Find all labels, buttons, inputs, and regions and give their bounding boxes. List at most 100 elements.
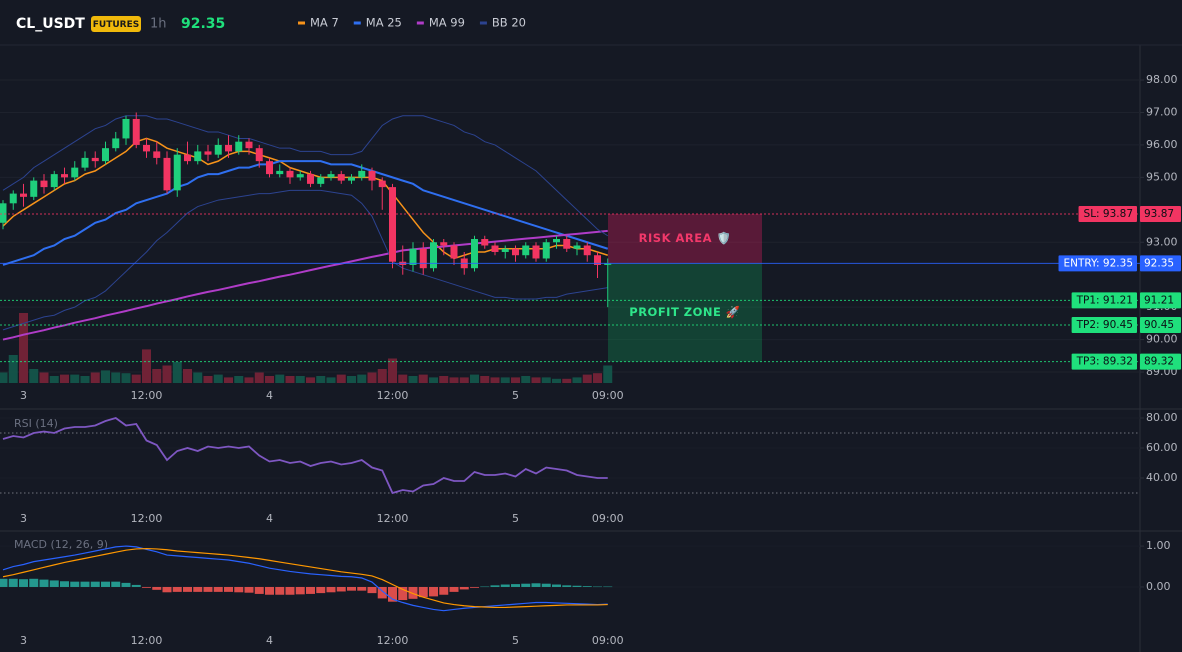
volume-bar: [224, 377, 233, 383]
histogram-bar: [418, 586, 428, 598]
volume-bar: [552, 378, 561, 383]
histogram-bar: [131, 584, 141, 587]
histogram-bar: [521, 583, 531, 587]
candle-body: [327, 174, 335, 178]
y-tick-label: 60.00: [1146, 441, 1178, 454]
volume-bar: [306, 377, 315, 383]
volume-bar: [265, 376, 274, 383]
price-label: 92.35: [1144, 257, 1174, 269]
histogram-bar: [70, 581, 80, 587]
histogram-bar: [142, 586, 151, 588]
candle-body: [173, 154, 181, 191]
bb-lower: [2, 189, 608, 331]
badge-bg: [91, 16, 141, 32]
histogram-bar: [470, 586, 479, 588]
histogram-bar: [19, 579, 28, 587]
level-label: TP1: 91.21: [1076, 294, 1133, 306]
histogram-bar: [172, 586, 182, 592]
volume-bar: [29, 369, 39, 383]
histogram-bar: [80, 581, 90, 587]
level-label-bg: [1071, 292, 1137, 309]
histogram-bar: [306, 586, 315, 594]
histogram-bar: [500, 584, 510, 587]
volume-bar: [275, 374, 285, 383]
candle-body: [573, 245, 581, 249]
volume-bar: [101, 370, 110, 383]
histogram-bar: [511, 584, 520, 587]
histogram-bar: [572, 585, 582, 587]
histogram-bar: [203, 586, 213, 592]
legend-label: BB 20: [492, 16, 526, 30]
candle-body: [563, 239, 571, 249]
histogram-bar: [388, 586, 397, 602]
candle-body: [440, 242, 448, 246]
ma-line: [2, 160, 609, 266]
histogram-bar: [244, 586, 254, 593]
price-label-bg: [1140, 353, 1181, 370]
y-tick-label: 90.00: [1146, 333, 1178, 346]
histogram-bar: [49, 580, 59, 587]
volume-bar: [347, 376, 356, 383]
volume-bar: [398, 374, 408, 383]
histogram-bar: [582, 586, 592, 587]
candle-body: [276, 170, 284, 175]
volume-bar: [336, 374, 346, 383]
candle-body: [430, 242, 437, 269]
x-tick-label: 3: [20, 634, 27, 647]
candle-body: [286, 170, 294, 178]
x-tick-label: 4: [266, 389, 273, 402]
x-tick-label: 5: [512, 634, 519, 647]
candle-body: [255, 148, 263, 162]
candle-body: [501, 248, 509, 252]
candle-body: [583, 245, 591, 256]
histogram-bar: [562, 585, 572, 587]
x-tick-label: 12:00: [377, 389, 409, 402]
x-tick-label: 4: [266, 634, 273, 647]
price-label: 89.32: [1144, 356, 1174, 368]
x-tick-label: 09:00: [592, 634, 624, 647]
histogram-bar: [285, 586, 295, 595]
y-tick-label: 93.00: [1146, 235, 1178, 248]
y-tick-label: 1.00: [1146, 539, 1171, 552]
volume-bar: [80, 376, 90, 383]
candle-body: [225, 144, 232, 152]
level-label: TP2: 90.45: [1076, 319, 1133, 331]
x-tick-label: 12:00: [377, 512, 409, 525]
histogram-bar: [162, 586, 172, 593]
badge: FUTURES: [93, 20, 139, 30]
volume-bar: [418, 374, 428, 383]
legend-label: MA 7: [310, 16, 339, 30]
price-label: 93.87: [1144, 208, 1174, 220]
candle-body: [419, 248, 427, 269]
candle-body: [40, 180, 48, 188]
trade-zone: [608, 214, 762, 264]
level-label: TP3: 89.32: [1076, 356, 1133, 368]
level-label-bg: [1078, 206, 1137, 223]
volume-bar: [593, 373, 602, 383]
histogram-bar: [603, 586, 613, 588]
ma-line: [2, 137, 608, 260]
histogram-bar: [254, 586, 264, 594]
candle-body: [163, 157, 171, 191]
histogram-bar: [152, 586, 162, 590]
candle-body: [512, 248, 519, 256]
volume-bar: [60, 374, 69, 383]
volume-bar: [295, 376, 305, 383]
volume-bar: [0, 372, 8, 383]
zone-label: RISK AREA 🛡️: [639, 231, 732, 245]
histogram-bar: [449, 586, 459, 592]
volume-bar: [377, 369, 387, 383]
candle-body: [194, 151, 202, 162]
candle-body: [522, 245, 530, 256]
level-label-bg: [1071, 316, 1137, 333]
candle-body: [132, 118, 140, 145]
x-tick-label: 12:00: [377, 634, 409, 647]
candle-body: [368, 170, 376, 181]
histogram-bar: [90, 581, 100, 587]
histogram-bar: [398, 586, 408, 601]
candle-body: [450, 245, 458, 259]
histogram-bar: [275, 586, 285, 595]
x-tick-label: 12:00: [131, 512, 163, 525]
macd-line: [2, 547, 608, 609]
